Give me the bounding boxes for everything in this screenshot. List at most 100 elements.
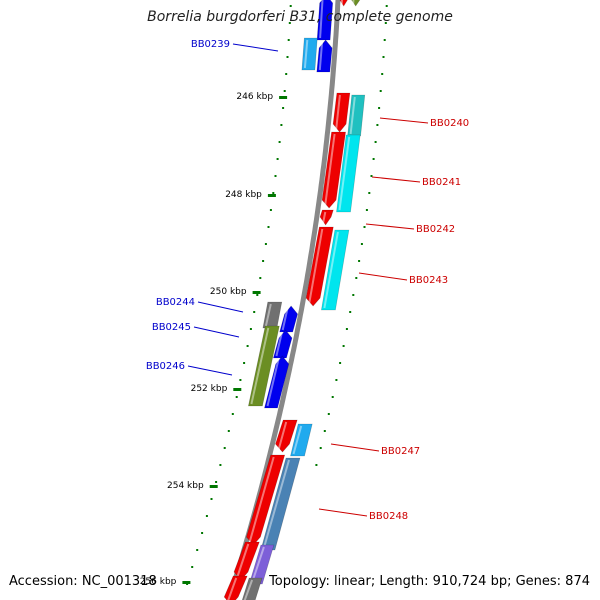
scale-minor-tick bbox=[205, 515, 208, 517]
gene-highlight bbox=[352, 0, 355, 5]
label-leader-line bbox=[193, 326, 240, 338]
gene-highlight bbox=[236, 543, 250, 579]
gene-highlight bbox=[251, 546, 265, 583]
guide-dot bbox=[383, 39, 386, 41]
gene-highlight bbox=[322, 211, 327, 224]
gene-arrow bbox=[264, 355, 290, 409]
gene-track bbox=[223, 0, 366, 600]
scale-minor-tick bbox=[235, 396, 238, 398]
label-leader-line bbox=[371, 176, 421, 183]
guide-dot bbox=[352, 294, 355, 296]
guide-dot bbox=[339, 362, 342, 364]
scale-minor-tick bbox=[231, 413, 234, 415]
guide-dot bbox=[382, 56, 385, 58]
scale-minor-tick bbox=[280, 124, 283, 126]
gene-label: BB0245 bbox=[152, 322, 191, 333]
scale-major-tick bbox=[233, 388, 242, 391]
label-leader-line bbox=[197, 301, 244, 313]
gene-label: BB0242 bbox=[416, 224, 455, 235]
gene-highlight bbox=[275, 331, 283, 357]
scale-minor-tick bbox=[249, 328, 252, 330]
guide-dot bbox=[379, 90, 382, 92]
gene-highlight bbox=[323, 231, 339, 309]
scale-minor-tick bbox=[239, 379, 242, 381]
scale-minor-tick bbox=[210, 498, 213, 500]
guide-dot bbox=[376, 124, 379, 126]
gene-highlight bbox=[318, 41, 324, 71]
gene-arrow bbox=[347, 94, 366, 137]
guide-dot bbox=[319, 447, 322, 449]
scale-minor-tick bbox=[276, 158, 279, 160]
label-leader-line bbox=[358, 272, 408, 281]
gene-arrow bbox=[332, 92, 351, 133]
guide-dot bbox=[327, 413, 330, 415]
gene-highlight bbox=[250, 327, 270, 405]
guide-dot bbox=[372, 158, 375, 160]
scale-label: 256 kbp bbox=[140, 577, 177, 587]
gene-arrow bbox=[321, 131, 346, 209]
gene-arrow bbox=[248, 544, 275, 585]
guide-dot bbox=[323, 430, 326, 432]
label-leader-line bbox=[232, 43, 279, 52]
gene-arrow bbox=[246, 454, 286, 546]
scale-minor-tick bbox=[256, 294, 259, 296]
guide-dot bbox=[370, 175, 373, 177]
gene-arrow bbox=[273, 329, 293, 359]
guide-dot bbox=[331, 396, 334, 398]
gene-arrow bbox=[305, 226, 334, 307]
scale-label: 246 kbp bbox=[236, 92, 273, 102]
label-leader-line bbox=[330, 443, 380, 452]
gene-label: BB0239 bbox=[191, 39, 230, 50]
scale-ruler: 246 kbp 248 kbp 250 kbp 252 kbp 254 kbp 256 k… bbox=[140, 5, 388, 587]
scale-major-tick bbox=[267, 194, 276, 197]
gene-highlight bbox=[303, 39, 309, 69]
scale-minor-tick bbox=[201, 532, 204, 534]
label-leader-line bbox=[187, 365, 233, 376]
gene-arrow bbox=[275, 419, 298, 453]
gene-highlight bbox=[338, 136, 351, 211]
scale-minor-tick bbox=[274, 175, 277, 177]
gene-highlight bbox=[227, 577, 238, 600]
gene-label: BB0240 bbox=[430, 118, 469, 129]
gene-arrow bbox=[319, 209, 334, 226]
accession-text: Accession: NC_001318 bbox=[9, 574, 157, 589]
gene-highlight bbox=[266, 357, 280, 407]
guide-dot bbox=[365, 209, 368, 211]
gene-label: BB0247 bbox=[381, 446, 420, 457]
scale-minor-tick bbox=[253, 311, 256, 313]
guide-dot bbox=[349, 311, 352, 313]
scale-minor-tick bbox=[223, 447, 226, 449]
guide-dot bbox=[368, 192, 371, 194]
scale-minor-tick bbox=[246, 345, 249, 347]
scale-minor-tick bbox=[282, 107, 285, 109]
guide-dot bbox=[345, 328, 348, 330]
gene-arrow bbox=[290, 423, 313, 457]
gene-highlight bbox=[248, 456, 275, 544]
scale-major-tick bbox=[252, 291, 261, 294]
gene-label: BB0246 bbox=[146, 361, 185, 372]
gene-arrow bbox=[351, 0, 361, 7]
scale-minor-tick bbox=[269, 209, 272, 211]
guide-dot bbox=[363, 226, 366, 228]
scale-minor-tick bbox=[278, 141, 281, 143]
scale-minor-tick bbox=[219, 464, 222, 466]
scale-minor-tick bbox=[289, 5, 292, 7]
guide-dot bbox=[384, 22, 387, 24]
scale-minor-tick bbox=[288, 22, 291, 24]
gene-highlight bbox=[281, 307, 289, 331]
scale-minor-tick bbox=[267, 226, 270, 228]
gene-arrow bbox=[321, 229, 350, 311]
gene-highlight bbox=[292, 425, 303, 455]
scale-minor-tick bbox=[196, 549, 199, 551]
gene-arrow bbox=[316, 39, 333, 73]
scale-minor-tick bbox=[227, 430, 230, 432]
gene-arrow bbox=[316, 0, 334, 41]
guide-dot bbox=[335, 379, 338, 381]
guide-dot bbox=[385, 5, 388, 7]
gene-highlight bbox=[264, 303, 272, 327]
guide-dot bbox=[342, 345, 345, 347]
scale-minor-tick bbox=[259, 277, 262, 279]
gene-arrow bbox=[336, 134, 361, 213]
gene-arrow bbox=[260, 457, 301, 551]
